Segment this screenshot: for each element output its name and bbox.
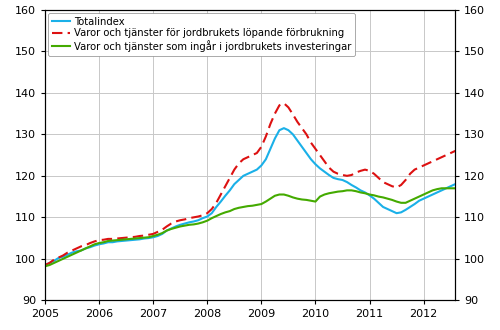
Totalindex — [136, 237, 142, 241]
Totalindex — [240, 174, 246, 178]
Line: Varor och tjänster för jordbrukets löpande förbrukning: Varor och tjänster för jordbrukets löpan… — [45, 88, 500, 265]
Varor och tjänster för jordbrukets löpande förbrukning — [87, 241, 93, 245]
Varor och tjänster som ingår i jordbrukets investeringar — [240, 205, 246, 209]
Varor och tjänster för jordbrukets löpande förbrukning — [42, 263, 48, 267]
Line: Varor och tjänster som ingår i jordbrukets investeringar: Varor och tjänster som ingår i jordbruke… — [45, 160, 500, 266]
Varor och tjänster som ingår i jordbrukets investeringar — [136, 236, 142, 240]
Varor och tjänster för jordbrukets löpande förbrukning — [240, 157, 246, 161]
Line: Totalindex: Totalindex — [45, 95, 500, 265]
Totalindex — [87, 245, 93, 249]
Totalindex — [42, 263, 48, 267]
Varor och tjänster som ingår i jordbrukets investeringar — [87, 245, 93, 248]
Varor och tjänster för jordbrukets löpande förbrukning — [136, 234, 142, 238]
Legend: Totalindex, Varor och tjänster för jordbrukets löpande förbrukning, Varor och tj: Totalindex, Varor och tjänster för jordb… — [48, 13, 356, 56]
Varor och tjänster som ingår i jordbrukets investeringar — [42, 264, 48, 268]
